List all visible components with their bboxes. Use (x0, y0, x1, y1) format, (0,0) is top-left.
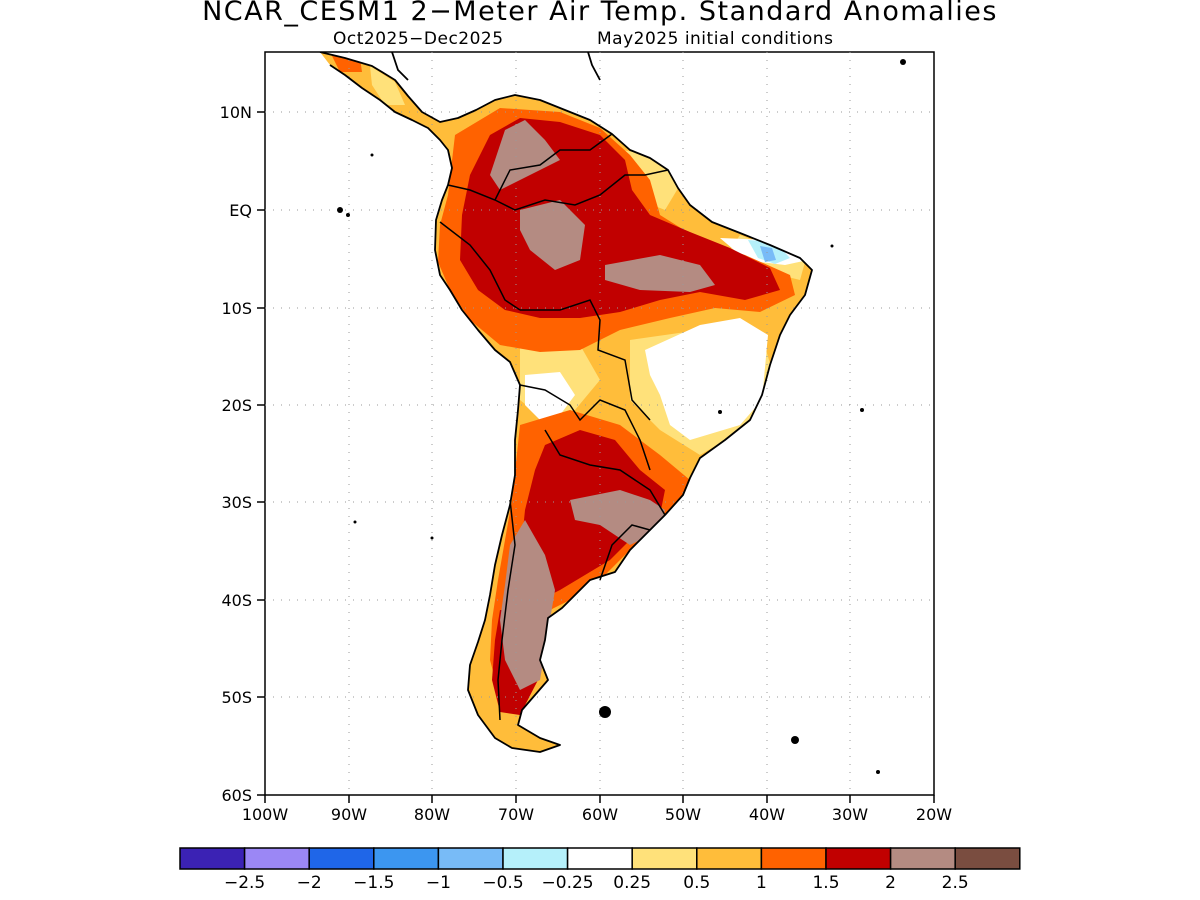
colorbar-label: −1 (426, 873, 451, 893)
colorbar-swatch (437, 847, 504, 870)
shade-minus-1 (760, 246, 776, 262)
colorbar-swatch (889, 847, 956, 870)
shade-2-5 (490, 120, 560, 190)
lat-label: 10S (221, 299, 252, 318)
lat-label: 10N (220, 103, 252, 122)
lon-label: 20W (916, 805, 952, 824)
lon-label: 80W (414, 805, 450, 824)
colorbar-swatch (243, 847, 310, 870)
colorbar-label: −2 (297, 873, 322, 893)
colorbar-swatch (631, 847, 698, 870)
colorbar-swatch (308, 847, 375, 870)
colorbar-swatch (179, 847, 246, 870)
colorbar (179, 847, 1021, 870)
colorbar-label: 2.5 (942, 873, 969, 893)
shade-2-5 (605, 255, 715, 292)
lat-label: 50S (221, 688, 252, 707)
map-title: NCAR_CESM1 2−Meter Air Temp. Standard An… (202, 0, 998, 27)
lat-label: 30S (221, 493, 252, 512)
lat-label: EQ (229, 201, 252, 220)
lat-label: 20S (221, 396, 252, 415)
lon-label: 70W (498, 805, 534, 824)
country-borders (439, 133, 669, 721)
colorbar-label: −2.5 (224, 873, 265, 893)
colorbar-swatch (566, 847, 633, 870)
coastlines (319, 52, 813, 753)
lon-label: 50W (665, 805, 701, 824)
shade-0-5 (370, 66, 405, 105)
colorbar-swatch (696, 847, 763, 870)
colorbar-swatch (825, 847, 892, 870)
shade-2-5 (570, 490, 665, 545)
tick-marks (257, 111, 935, 803)
islands (337, 59, 906, 774)
colorbar-label: 2 (885, 873, 896, 893)
colorbar-label: −1.5 (353, 873, 394, 893)
lat-label: 40S (221, 591, 252, 610)
forecast-period: Oct2025−Dec2025 (333, 29, 504, 49)
initial-conditions: May2025 initial conditions (597, 29, 834, 49)
lon-label: 30W (832, 805, 868, 824)
colorbar-label: −0.5 (482, 873, 523, 893)
colorbar-swatch (760, 847, 827, 870)
colorbar-label: 0.5 (683, 873, 710, 893)
colorbar-swatch (954, 847, 1021, 870)
lon-label: 60W (582, 805, 618, 824)
colorbar-label: 1 (756, 873, 767, 893)
colorbar-labels: −2.5 −2 −1.5 −1 −0.5 −0.25 0.25 0.5 1 1.… (224, 873, 969, 893)
latitude-labels: 10N EQ 10S 20S 30S 40S 50S 60S (220, 103, 252, 805)
shade-2-5 (520, 200, 585, 270)
colorbar-label: 1.5 (812, 873, 839, 893)
shade-neutral (525, 372, 575, 420)
colorbar-label: −0.25 (542, 873, 594, 893)
lon-label: 100W (242, 805, 289, 824)
colorbar-swatch (373, 847, 440, 870)
colorbar-swatch (502, 847, 569, 870)
lon-label: 90W (331, 805, 367, 824)
lat-label: 60S (221, 786, 252, 805)
longitude-labels: 100W 90W 80W 70W 60W 50W 40W 30W 20W (242, 805, 952, 824)
lon-label: 40W (749, 805, 785, 824)
colorbar-label: 0.25 (613, 873, 651, 893)
shade-neutral (645, 318, 768, 440)
shade-2-5 (500, 520, 555, 690)
